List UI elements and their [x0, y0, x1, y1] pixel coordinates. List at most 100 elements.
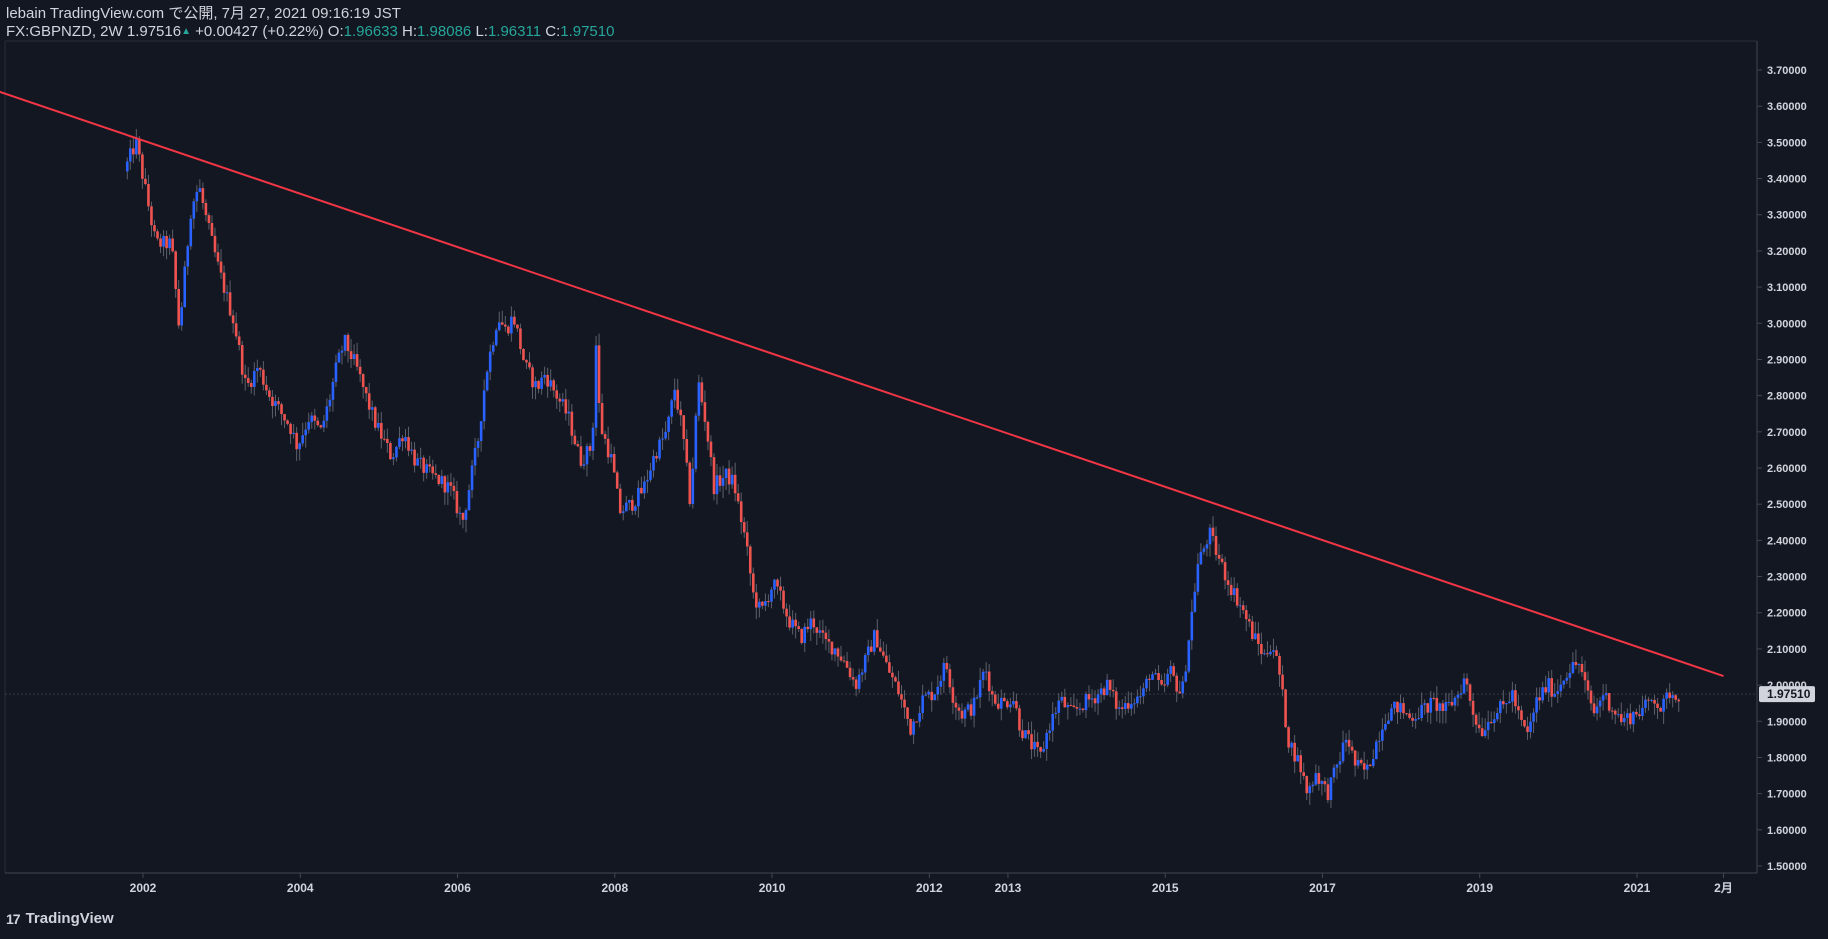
candle-body: [1293, 742, 1296, 762]
candle-body: [549, 380, 552, 387]
candle-body: [325, 406, 329, 421]
candle-body: [603, 434, 607, 439]
candle-body: [1453, 697, 1457, 706]
candle-body: [1181, 681, 1185, 694]
candle-body: [1495, 713, 1499, 720]
candle-body: [367, 393, 371, 410]
candle-body: [476, 441, 480, 448]
candle-body: [491, 345, 495, 352]
candle-body: [1078, 708, 1082, 710]
candle-body: [1299, 755, 1302, 773]
tradingview-logo-text: TradingView: [25, 910, 114, 927]
candle-body: [1278, 655, 1281, 675]
candle-body: [531, 367, 534, 388]
candle-body: [891, 672, 894, 678]
candle-body: [785, 608, 788, 617]
candle-body: [706, 421, 710, 442]
candle-body: [1060, 696, 1064, 701]
candle-body: [1163, 684, 1166, 686]
candle-body: [1036, 741, 1039, 748]
candle-body: [1003, 697, 1006, 702]
candle-body: [283, 414, 286, 421]
candle-body: [612, 454, 616, 473]
candle-body: [1580, 664, 1584, 673]
candle-body: [1371, 759, 1375, 766]
candle-body: [364, 387, 368, 394]
candle-body: [715, 475, 719, 495]
tradingview-logo[interactable]: 17 TradingView: [6, 910, 114, 927]
candle-body: [691, 468, 695, 505]
candle-body: [1269, 651, 1272, 655]
candle-body: [1595, 706, 1599, 714]
candle-body: [827, 639, 831, 642]
candle-body: [410, 449, 413, 451]
candle-body: [416, 458, 419, 466]
candle-body: [552, 380, 555, 391]
candle-body: [286, 420, 289, 424]
candle-body: [984, 671, 988, 673]
y-tick-label: 2.10000: [1767, 644, 1807, 656]
candle-body: [815, 627, 819, 633]
candle-body: [132, 148, 135, 155]
candle-body: [1622, 718, 1626, 723]
candle-body: [600, 402, 604, 435]
publish-info: lebain TradingView.com で公開, 7月 27, 2021 …: [6, 5, 401, 22]
x-tick-label: 2004: [287, 881, 314, 895]
candle-body: [1320, 781, 1324, 784]
candle-body: [174, 251, 177, 289]
candle-body: [585, 446, 589, 465]
candle-body: [1517, 706, 1520, 711]
candle-body: [440, 476, 444, 484]
candle-body: [1196, 564, 1200, 592]
candle-body: [1332, 767, 1336, 778]
chart-header: lebain TradingView.com で公開, 7月 27, 2021 …: [6, 5, 1006, 41]
candle-body: [1308, 786, 1312, 794]
x-tick-label: 2013: [995, 881, 1022, 895]
candle-body: [1142, 688, 1145, 697]
candle-body: [1350, 746, 1354, 751]
candle-body: [1314, 773, 1318, 785]
candle-body: [975, 697, 979, 699]
candle-body: [1172, 666, 1175, 676]
candle-body: [1583, 672, 1587, 681]
candle-body: [996, 703, 1000, 709]
candle-body: [727, 468, 731, 485]
candle-body: [960, 710, 964, 719]
x-tick-label: 2006: [444, 881, 471, 895]
candle-body: [745, 532, 749, 547]
candle-body: [1444, 702, 1448, 711]
candle-body: [1450, 701, 1454, 706]
candle-body: [389, 443, 392, 460]
high-value: 1.98086: [417, 23, 472, 40]
candle-body: [401, 438, 404, 442]
trendline[interactable]: [0, 84, 1724, 677]
y-tick-label: 3.20000: [1767, 246, 1807, 258]
symbol-label[interactable]: FX:GBPNZD, 2W: [6, 23, 123, 40]
candle-body: [730, 474, 734, 485]
candle-body: [207, 215, 211, 224]
candle-body: [767, 601, 770, 603]
candle-body: [1387, 720, 1390, 724]
candle-body: [376, 422, 380, 428]
candle-body: [464, 510, 468, 520]
candle-body: [1302, 772, 1306, 776]
candle-body: [658, 439, 661, 459]
candle-body: [1641, 707, 1644, 717]
candle-body: [882, 651, 885, 656]
candle-body: [1375, 741, 1378, 760]
candle-body: [773, 579, 776, 590]
candle-body: [664, 431, 667, 439]
candle-body: [1045, 732, 1048, 749]
candle-body: [1505, 703, 1508, 705]
candle-body: [758, 601, 761, 608]
candle-body: [319, 425, 323, 428]
candle-body: [909, 718, 912, 735]
candle-body: [1650, 699, 1653, 701]
candle-body: [1405, 713, 1408, 715]
candle-body: [1117, 707, 1121, 709]
candle-body: [857, 674, 861, 689]
y-tick-label: 2.50000: [1767, 499, 1807, 511]
candle-body: [156, 231, 159, 239]
candle-body: [165, 235, 168, 249]
